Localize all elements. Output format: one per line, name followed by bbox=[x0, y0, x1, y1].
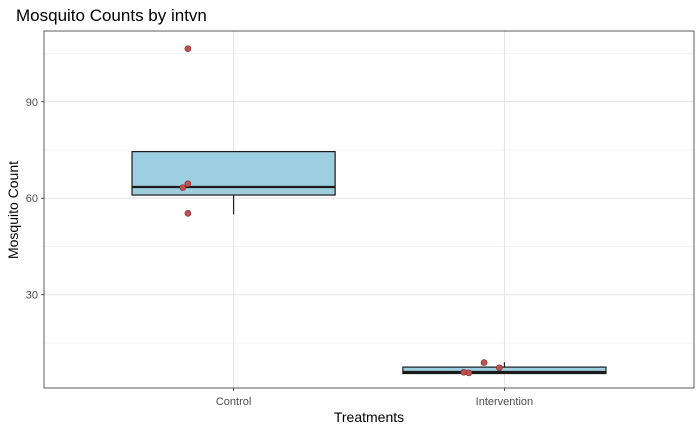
x-axis-title: Treatments bbox=[334, 409, 404, 425]
point-layer bbox=[179, 45, 503, 377]
data-point bbox=[480, 359, 488, 366]
y-tick-label: 30 bbox=[26, 290, 38, 302]
box-iqr bbox=[131, 151, 336, 196]
box-iqr bbox=[402, 366, 607, 375]
y-tick-label: 60 bbox=[26, 193, 38, 205]
y-tick-label: 90 bbox=[26, 97, 38, 109]
data-point bbox=[496, 364, 503, 372]
data-point bbox=[179, 184, 187, 191]
data-point bbox=[184, 180, 192, 188]
y-axis: 30 60 90 bbox=[26, 97, 44, 302]
y-axis-title: Mosquito Count bbox=[5, 161, 21, 259]
data-point bbox=[184, 210, 192, 217]
box-layer bbox=[131, 151, 607, 375]
x-tick-label: Intervention bbox=[476, 396, 533, 408]
x-tick-label: Control bbox=[216, 396, 251, 408]
box-control bbox=[131, 151, 336, 215]
chart-title: Mosquito Counts by intvn bbox=[16, 6, 207, 25]
data-point bbox=[465, 369, 473, 377]
grid-lines bbox=[44, 31, 694, 388]
data-point bbox=[184, 45, 192, 52]
x-axis: Control Intervention bbox=[216, 388, 533, 408]
panel-border bbox=[43, 30, 695, 389]
box-intervention bbox=[402, 362, 607, 375]
